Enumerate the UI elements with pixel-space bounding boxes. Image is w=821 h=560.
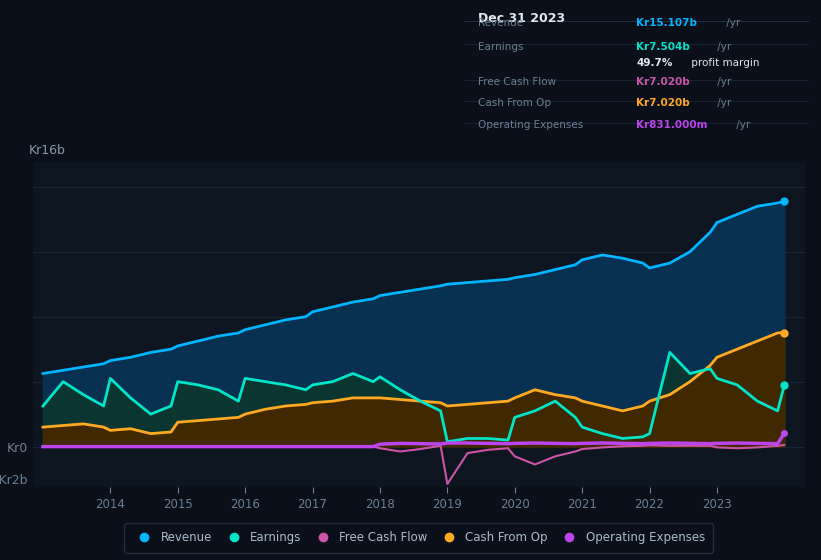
Text: Kr16b: Kr16b bbox=[29, 144, 66, 157]
Text: profit margin: profit margin bbox=[688, 58, 759, 68]
Text: /yr: /yr bbox=[713, 42, 731, 52]
Text: Revenue: Revenue bbox=[478, 18, 523, 28]
Text: Operating Expenses: Operating Expenses bbox=[478, 120, 583, 130]
Text: Free Cash Flow: Free Cash Flow bbox=[478, 77, 556, 87]
Text: Kr831.000m: Kr831.000m bbox=[636, 120, 708, 130]
Legend: Revenue, Earnings, Free Cash Flow, Cash From Op, Operating Expenses: Revenue, Earnings, Free Cash Flow, Cash … bbox=[124, 523, 713, 553]
Text: Kr7.020b: Kr7.020b bbox=[636, 77, 690, 87]
Text: /yr: /yr bbox=[713, 77, 731, 87]
Text: Dec 31 2023: Dec 31 2023 bbox=[478, 12, 565, 25]
Text: Cash From Op: Cash From Op bbox=[478, 98, 551, 108]
Text: /yr: /yr bbox=[733, 120, 750, 130]
Text: Kr7.504b: Kr7.504b bbox=[636, 42, 690, 52]
Text: /yr: /yr bbox=[713, 98, 731, 108]
Text: 49.7%: 49.7% bbox=[636, 58, 672, 68]
Text: Earnings: Earnings bbox=[478, 42, 523, 52]
Text: Kr15.107b: Kr15.107b bbox=[636, 18, 697, 28]
Text: /yr: /yr bbox=[723, 18, 741, 28]
Text: Kr7.020b: Kr7.020b bbox=[636, 98, 690, 108]
